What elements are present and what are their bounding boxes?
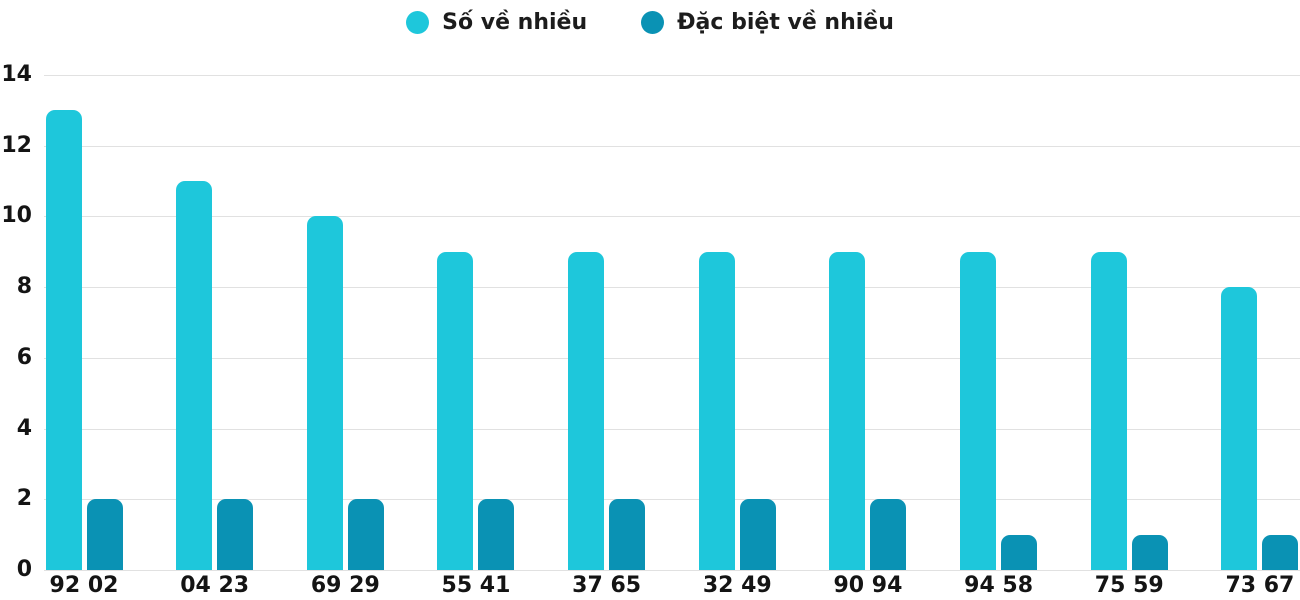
y-tick-label: 0 [16, 557, 32, 582]
x-axis-label: 69 29 [310, 572, 380, 598]
y-tick-label: 2 [16, 486, 32, 512]
x-axis-label: 32 49 [702, 572, 772, 598]
bar-dac-biet-ve-nhieu[interactable] [609, 499, 646, 570]
y-tick-label: 10 [1, 203, 32, 229]
bar-pair [959, 75, 1039, 570]
x-axis-label: 94 58 [964, 572, 1034, 598]
y-tick-label: 8 [16, 274, 32, 300]
bar-pair [567, 75, 647, 570]
bar-so-ve-nhieu[interactable] [568, 251, 605, 570]
y-tick-label: 6 [16, 344, 32, 370]
gridline [44, 357, 1300, 359]
bar-dac-biet-ve-nhieu[interactable] [217, 499, 254, 570]
x-axis-label: 75 59 [1094, 572, 1164, 598]
bar-pair [44, 75, 124, 570]
bar-group: 94 58 [959, 75, 1039, 600]
bar-group: 90 94 [828, 75, 908, 600]
y-tick-label: 4 [16, 415, 32, 441]
plot-area [44, 75, 1300, 571]
x-axis-label: 73 67 [1225, 572, 1295, 598]
bar-group: 55 41 [436, 75, 516, 600]
bar-pair [305, 75, 385, 570]
gridline [44, 570, 1300, 571]
bar-groups: 92 02 04 23 69 29 55 41 37 65 32 49 90 94 94 58… [44, 75, 1300, 600]
x-axis-label: 37 65 [572, 572, 642, 598]
legend: Số về nhiều Đặc biệt về nhiều [0, 10, 1300, 35]
legend-dot-icon [406, 11, 430, 34]
x-axis-label: 90 94 [833, 572, 903, 598]
bar-pair [1220, 75, 1300, 570]
bar-so-ve-nhieu[interactable] [1221, 287, 1258, 570]
y-tick-label: 14 [1, 62, 32, 87]
bar-group: 04 23 [175, 75, 255, 600]
bar-pair [828, 75, 908, 570]
bar-so-ve-nhieu[interactable] [437, 251, 474, 570]
bar-dac-biet-ve-nhieu[interactable] [347, 499, 384, 570]
legend-label: Đặc biệt về nhiều [677, 10, 894, 35]
bar-dac-biet-ve-nhieu[interactable] [739, 499, 776, 570]
gridline [44, 499, 1300, 501]
x-axis-label: 55 41 [441, 572, 511, 598]
bar-group: 32 49 [697, 75, 777, 600]
bar-pair [175, 75, 255, 570]
bar-so-ve-nhieu[interactable] [829, 251, 866, 570]
legend-item-dac-biet-ve-nhieu: Đặc biệt về nhiều [641, 10, 894, 35]
y-axis: 0 2 4 6 8 10 12 14 [0, 64, 34, 581]
bar-group: 37 65 [567, 75, 647, 600]
legend-dot-icon [641, 11, 665, 34]
bar-so-ve-nhieu[interactable] [698, 251, 735, 570]
x-axis-label: 92 02 [49, 572, 119, 598]
gridline [44, 75, 1300, 76]
bar-so-ve-nhieu[interactable] [176, 181, 213, 570]
bar-group: 69 29 [305, 75, 385, 600]
y-tick-label: 12 [1, 132, 32, 158]
legend-item-so-ve-nhieu: Số về nhiều [406, 10, 587, 35]
bar-so-ve-nhieu[interactable] [45, 110, 82, 570]
bar-dac-biet-ve-nhieu[interactable] [1131, 534, 1168, 570]
bar-so-ve-nhieu[interactable] [306, 216, 343, 570]
bar-pair [1089, 75, 1169, 570]
gridline [44, 428, 1300, 430]
bar-group: 73 67 [1220, 75, 1300, 600]
bar-pair [436, 75, 516, 570]
gridline [44, 287, 1300, 289]
bar-dac-biet-ve-nhieu[interactable] [1001, 534, 1038, 570]
bar-dac-biet-ve-nhieu[interactable] [478, 499, 515, 570]
bar-so-ve-nhieu[interactable] [960, 251, 997, 570]
bar-dac-biet-ve-nhieu[interactable] [86, 499, 123, 570]
bar-so-ve-nhieu[interactable] [1090, 251, 1127, 570]
legend-label: Số về nhiều [442, 10, 588, 35]
gridline [44, 145, 1300, 147]
bar-dac-biet-ve-nhieu[interactable] [870, 499, 907, 570]
bar-dac-biet-ve-nhieu[interactable] [1262, 534, 1299, 570]
x-axis-label: 04 23 [180, 572, 250, 598]
bar-pair [697, 75, 777, 570]
bar-group: 75 59 [1089, 75, 1169, 600]
gridline [44, 216, 1300, 218]
bar-group: 92 02 [44, 75, 124, 600]
